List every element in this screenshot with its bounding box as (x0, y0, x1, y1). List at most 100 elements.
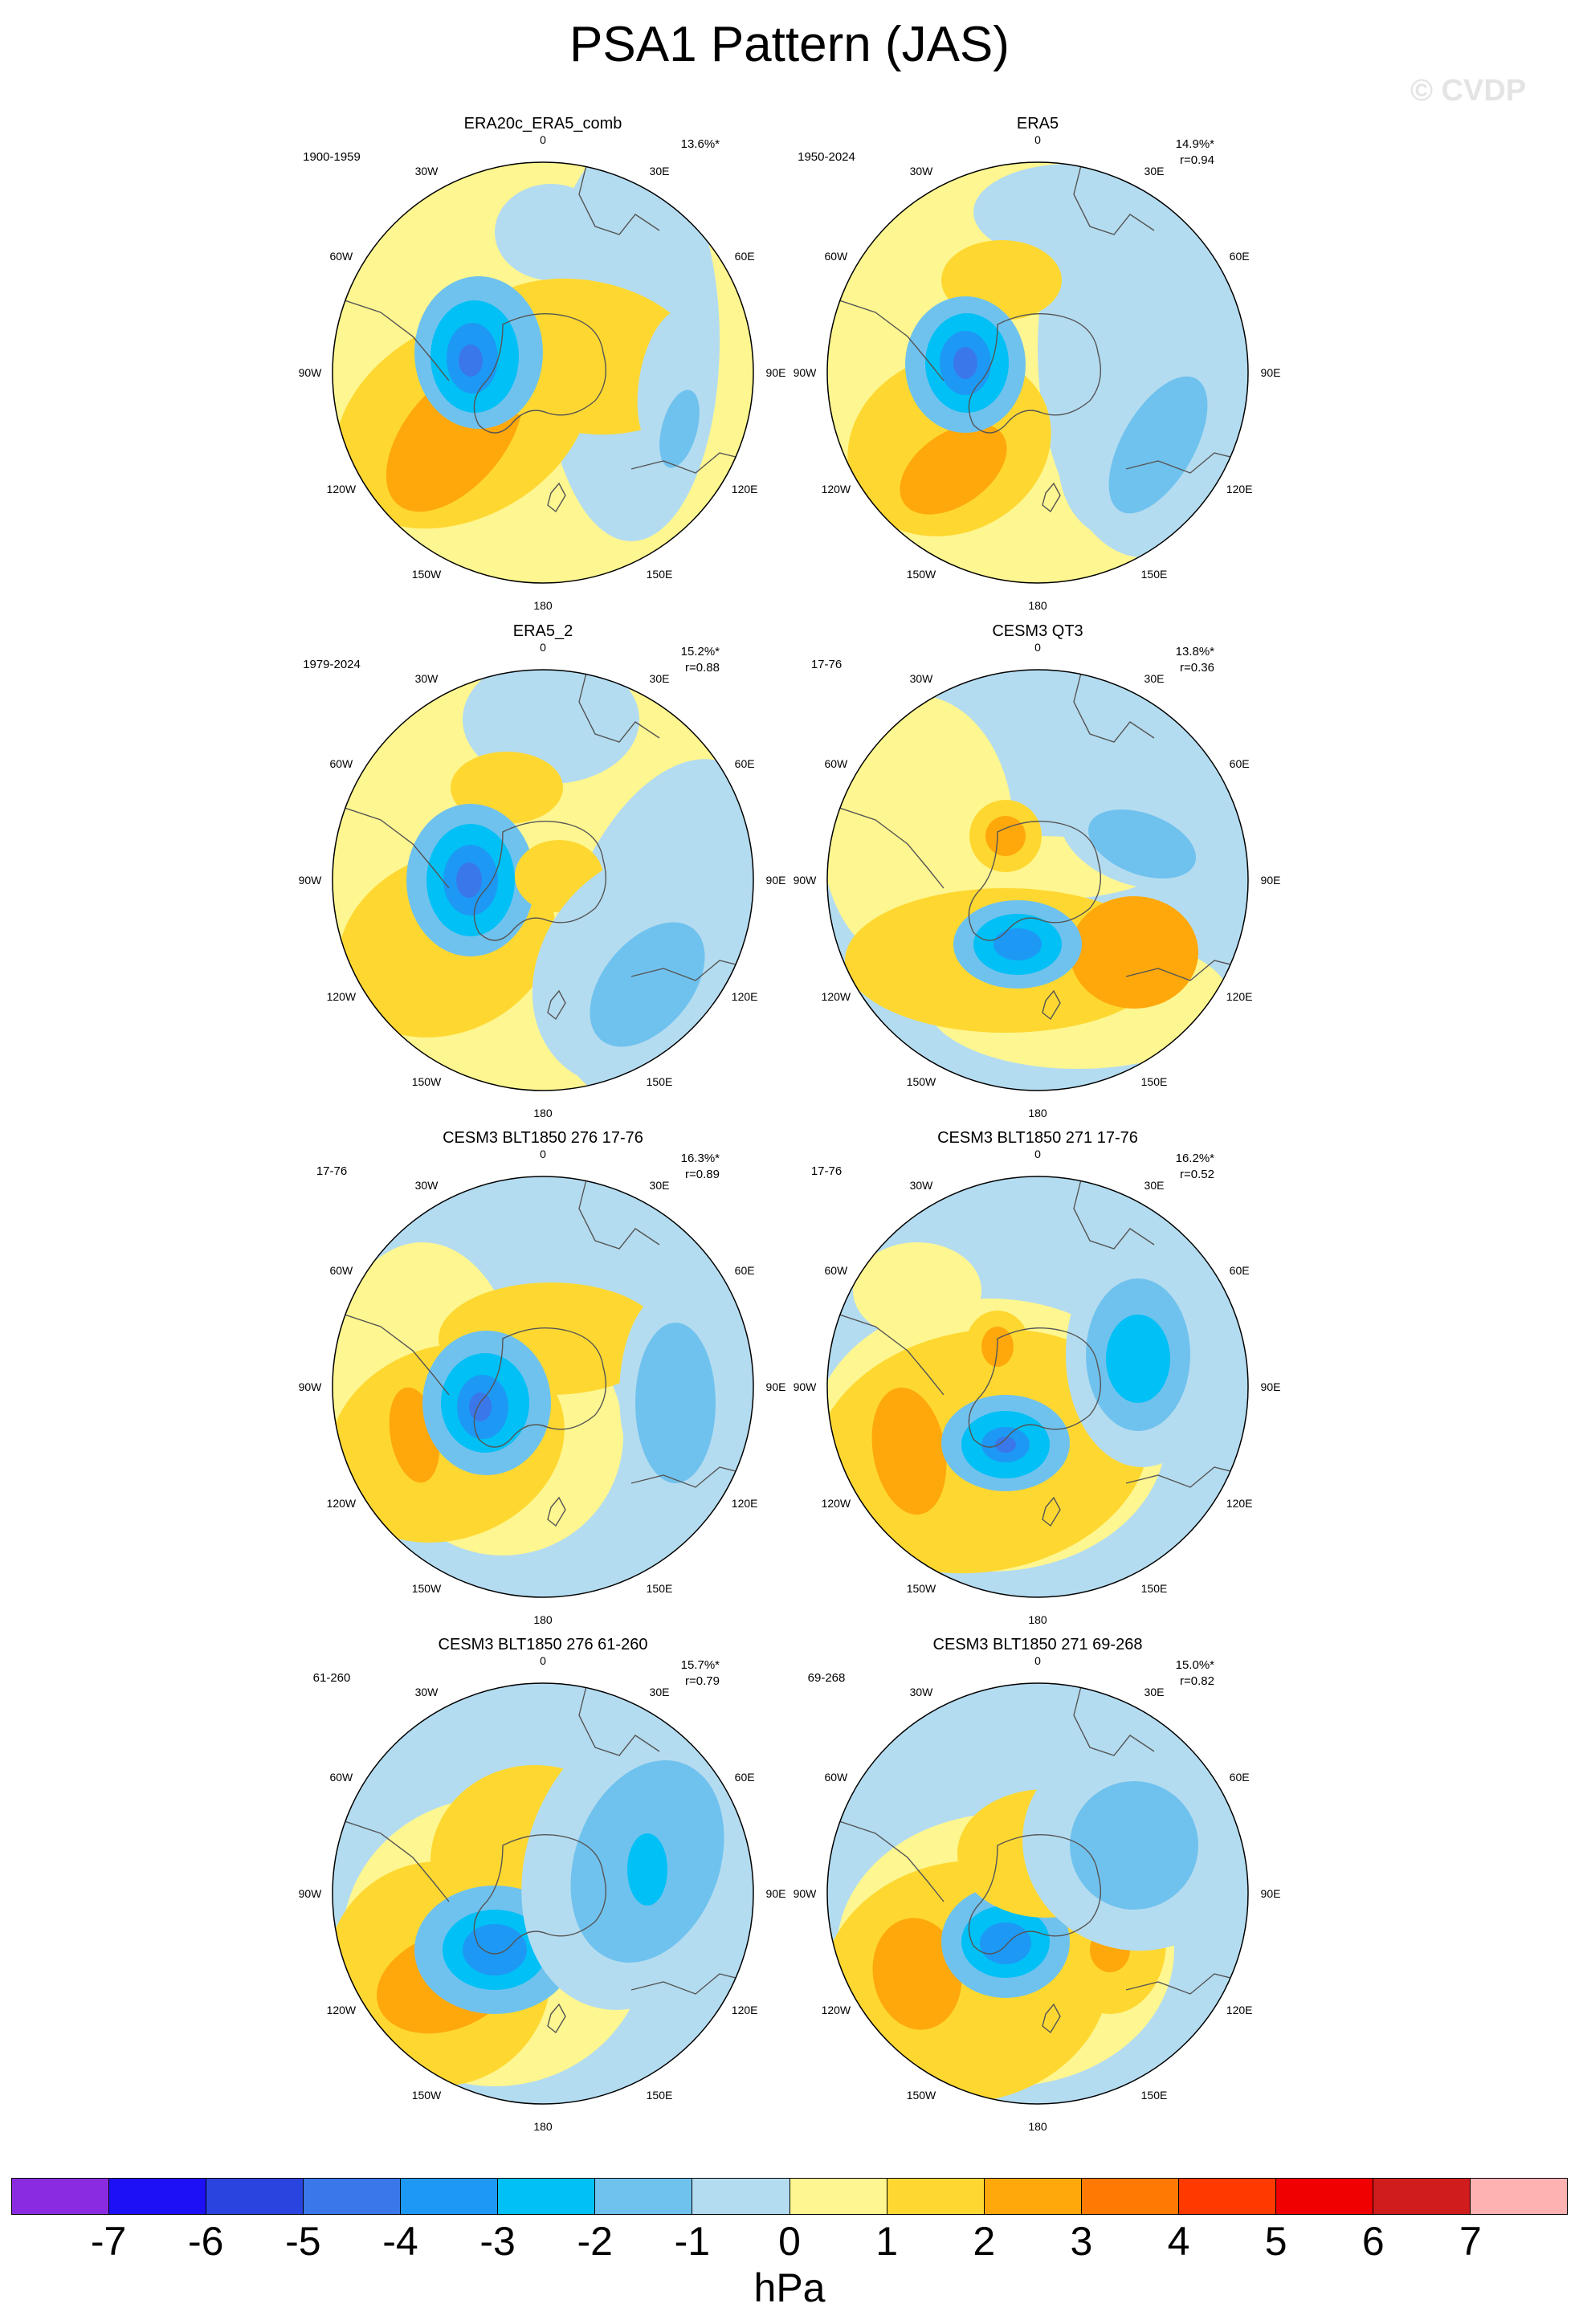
longitude-label: 30E (1144, 165, 1165, 177)
colorbar-segment (304, 2179, 402, 2214)
longitude-label: 150W (412, 568, 442, 581)
longitude-label: 150E (1141, 1582, 1168, 1595)
coastline-new-zealand (547, 482, 566, 513)
map-panel: 0 30E 60E 90E 120E 150E 180 150W 120W 90W 60W 30W CE… (794, 1636, 1281, 2133)
colorbar-segment (790, 2179, 887, 2214)
map-panel: 0 30E 60E 90E 120E 150E 180 150W 120W 90W 60W 30W ER… (299, 622, 786, 1119)
colorbar-tick-label: 3 (1070, 2219, 1093, 2264)
longitude-label: 30W (910, 1686, 934, 1698)
longitude-label: 60W (329, 250, 353, 263)
longitude-label: 30W (415, 165, 439, 177)
anomaly-contour (1106, 1315, 1170, 1403)
longitude-label: 0 (1034, 1654, 1041, 1667)
panel-correlation: r=0.52 (1180, 1168, 1214, 1181)
panel-title: CESM3 QT3 (992, 622, 1083, 640)
longitude-label: 90E (766, 366, 786, 379)
colorbar-segment (401, 2179, 499, 2214)
longitude-label: 120E (732, 483, 758, 495)
colorbar-segment (984, 2179, 1082, 2214)
coastline-antarctica (473, 313, 607, 434)
longitude-label: 150E (647, 568, 673, 581)
map-shading (827, 1683, 1248, 2104)
longitude-label: 150E (1141, 1075, 1168, 1088)
panel-period: 1900-1959 (303, 150, 361, 164)
panel-period: 1950-2024 (798, 150, 855, 164)
longitude-label: 180 (533, 2120, 553, 2133)
anomaly-contour (1070, 896, 1198, 1009)
longitude-label: 30E (1144, 1686, 1165, 1698)
panel-title: ERA20c_ERA5_comb (464, 115, 622, 133)
map-boundary (332, 1176, 754, 1598)
longitude-label: 90W (299, 366, 323, 379)
panel-correlation: r=0.82 (1180, 1674, 1214, 1688)
coastline-antarctica (968, 1834, 1102, 1955)
longitude-label: 120E (732, 990, 758, 1003)
colorbar-tick-label: 2 (973, 2219, 996, 2264)
longitude-label: 60E (1230, 1771, 1250, 1784)
coastline-africa (1073, 670, 1155, 743)
anomaly-contour (456, 862, 482, 898)
anomaly-contour (659, 389, 700, 468)
colorbar-tick-label: -6 (188, 2219, 224, 2264)
coastline-new-zealand (547, 2003, 566, 2034)
panel-variance: 16.3%* (681, 1152, 720, 1165)
map-boundary (332, 1682, 754, 2105)
anomaly-contour (590, 922, 705, 1047)
coastline-africa (1073, 1683, 1155, 1756)
longitude-label: 60W (824, 1264, 848, 1277)
map-shading (333, 162, 753, 583)
coastline-antarctica (473, 1834, 607, 1955)
panel-correlation: r=0.36 (1180, 661, 1214, 675)
coastline-africa (578, 670, 660, 743)
coastline-south-america (827, 1816, 945, 1902)
panel-variance: 15.0%* (1176, 1658, 1215, 1672)
coastline-australia (1125, 1973, 1247, 1995)
coastline-africa (578, 1176, 660, 1250)
longitude-label: 60W (329, 1264, 353, 1277)
longitude-label: 180 (533, 1613, 553, 1626)
coastline-australia (1125, 960, 1247, 981)
panel-variance: 13.8%* (1176, 645, 1215, 658)
longitude-label: 150E (1141, 2089, 1168, 2102)
map-shading (827, 162, 1248, 583)
longitude-label: 0 (1034, 133, 1041, 146)
cvdp-watermark: © CVDP (1410, 74, 1527, 108)
anomaly-contour (985, 816, 1026, 856)
panel-variance: 15.2%* (681, 645, 720, 658)
colorbar-segment (1275, 2179, 1373, 2214)
colorbar-segment (1470, 2179, 1567, 2214)
longitude-label: 60E (1230, 1264, 1250, 1277)
colorbar-tick-label: -1 (674, 2219, 711, 2264)
map-shading (333, 1176, 753, 1597)
coastline-south-america (333, 1816, 450, 1902)
map-boundary (826, 669, 1249, 1091)
longitude-label: 30E (650, 165, 670, 177)
longitude-label: 60E (735, 250, 755, 263)
coastline-africa (1073, 162, 1155, 235)
anomaly-contour (900, 423, 1007, 515)
colorbar-tick-label: 5 (1264, 2219, 1287, 2264)
longitude-label: 90E (766, 874, 786, 887)
longitude-label: 60W (824, 1771, 848, 1784)
colorbar-tick-label: 7 (1459, 2219, 1482, 2264)
panel-correlation: r=0.88 (685, 661, 720, 675)
longitude-label: 180 (1028, 599, 1047, 612)
longitude-label: 0 (1034, 1148, 1041, 1160)
longitude-label: 30W (910, 1179, 934, 1192)
map-panels: 0 30E 60E 90E 120E 150E 180 150W 120W 90W 60W 30W ER… (299, 115, 1281, 2133)
panel-period: 17-76 (811, 658, 842, 671)
anomaly-contour (953, 347, 977, 379)
longitude-label: 150E (647, 2089, 673, 2102)
longitude-label: 30E (650, 1686, 670, 1698)
map-panel: 0 30E 60E 90E 120E 150E 180 150W 120W 90W 60W 30W CE… (299, 1636, 786, 2133)
longitude-label: 60W (824, 250, 848, 263)
longitude-label: 90E (1261, 874, 1281, 887)
longitude-label: 150W (907, 1075, 936, 1088)
longitude-label: 150W (907, 2089, 936, 2102)
longitude-label: 150W (412, 1075, 442, 1088)
colorbar-segment (692, 2179, 790, 2214)
longitude-label: 120W (327, 2004, 357, 2016)
anomaly-region (853, 1242, 981, 1339)
longitude-label: 150W (907, 568, 936, 581)
panel-period: 1979-2024 (303, 658, 361, 671)
